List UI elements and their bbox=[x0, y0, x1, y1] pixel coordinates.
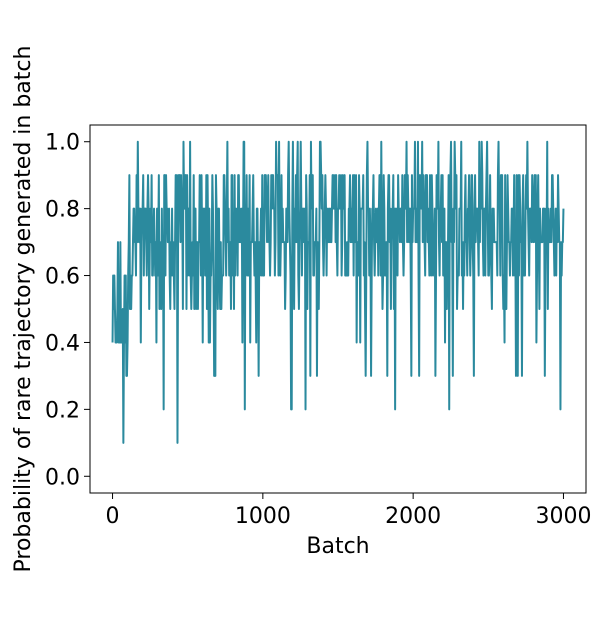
y-tick-label: 0.8 bbox=[45, 198, 80, 223]
y-axis-label: Probability of rare trajectory generated… bbox=[11, 46, 36, 573]
x-tick-label: 3000 bbox=[535, 504, 591, 529]
plot-frame bbox=[89, 124, 587, 494]
y-tick-label: 0.6 bbox=[45, 265, 80, 290]
y-tick-label: 1.0 bbox=[45, 131, 80, 156]
y-tick-label: 0.4 bbox=[45, 331, 80, 356]
y-tick-label: 0.0 bbox=[45, 465, 80, 490]
y-axis-ticks: 0.0 0.2 0.4 0.6 0.8 1.0 bbox=[45, 131, 90, 490]
x-axis-label: Batch bbox=[306, 534, 369, 559]
series-layer bbox=[111, 140, 565, 444]
series-line bbox=[111, 140, 565, 444]
x-tick-label: 2000 bbox=[385, 504, 441, 529]
x-tick-label: 1000 bbox=[235, 504, 291, 529]
y-tick-label: 0.2 bbox=[45, 398, 80, 423]
x-tick-label: 0 bbox=[106, 504, 120, 529]
x-axis-ticks: 0 1000 2000 3000 bbox=[106, 493, 591, 529]
